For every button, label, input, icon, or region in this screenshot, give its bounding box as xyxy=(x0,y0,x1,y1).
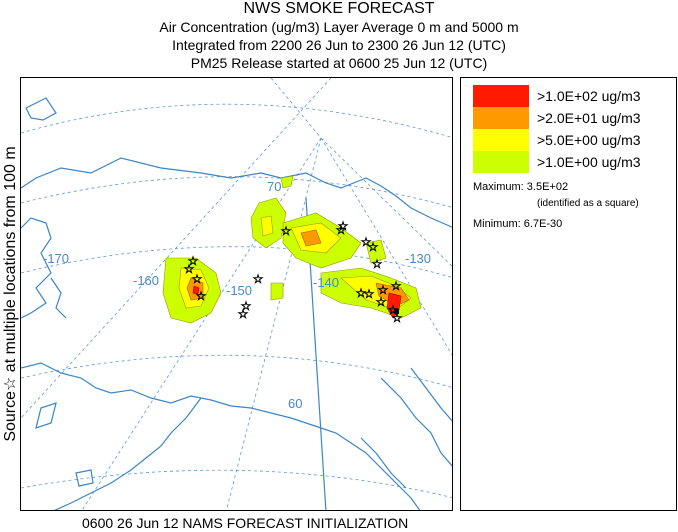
legend-label-orange: >2.0E+01 ug/m3 xyxy=(537,110,641,126)
legend-swatch-orange xyxy=(473,107,529,129)
map-canvas: ☆ ☆ ☆ ☆ ☆ ☆ ☆ ☆ ☆ ☆ ☆ ☆ ☆ ☆ ☆ ☆ ☆ ☆ ☆ ☆ … xyxy=(21,78,452,510)
legend-swatch-lime xyxy=(473,151,529,173)
legend-label-lime: >1.0E+00 ug/m3 xyxy=(537,154,641,170)
lon-label-130: -130 xyxy=(405,251,431,266)
graticule-latitudes xyxy=(21,103,452,498)
svg-text:☆: ☆ xyxy=(192,272,203,286)
source-markers: ☆ ☆ ☆ ☆ ☆ ☆ ☆ ☆ ☆ ☆ ☆ ☆ ☆ ☆ ☆ ☆ ☆ ☆ ☆ ☆ xyxy=(183,219,403,326)
svg-text:☆: ☆ xyxy=(188,254,199,268)
legend-maximum-note: (identified as a square) xyxy=(537,198,639,209)
svg-text:☆: ☆ xyxy=(196,289,207,303)
forecast-initialization-footer: 0600 26 Jun 12 NAMS FORECAST INITIALIZAT… xyxy=(82,515,409,531)
svg-text:☆: ☆ xyxy=(184,262,195,276)
lon-label-140: -140 xyxy=(313,275,339,290)
concentration-subtitle: Air Concentration (ug/m3) Layer Average … xyxy=(159,19,519,35)
legend-swatch-red xyxy=(473,85,529,107)
svg-text:☆: ☆ xyxy=(361,235,372,249)
legend-item-red: >1.0E+02 ug/m3 xyxy=(473,85,673,107)
svg-text:☆: ☆ xyxy=(391,279,402,293)
smoke-map[interactable]: ☆ ☆ ☆ ☆ ☆ ☆ ☆ ☆ ☆ ☆ ☆ ☆ ☆ ☆ ☆ ☆ ☆ ☆ ☆ ☆ … xyxy=(20,77,453,511)
legend-item-orange: >2.0E+01 ug/m3 xyxy=(473,107,673,129)
lat-label-60: 60 xyxy=(288,396,302,411)
lon-label-150: -150 xyxy=(226,283,252,298)
source-side-label-text: Source☆ at multiple locations from 100 m xyxy=(2,146,19,442)
svg-text:☆: ☆ xyxy=(338,219,349,233)
svg-text:☆: ☆ xyxy=(281,224,292,238)
legend-minimum: Minimum: 6.7E-30 xyxy=(473,218,563,230)
legend-label-red: >1.0E+02 ug/m3 xyxy=(537,88,641,104)
svg-text:☆: ☆ xyxy=(356,286,367,300)
legend-maximum: Maximum: 3.5E+02 xyxy=(473,181,569,193)
svg-text:☆: ☆ xyxy=(376,295,387,309)
svg-text:☆: ☆ xyxy=(388,303,399,317)
svg-text:☆: ☆ xyxy=(364,287,375,301)
smoke-concentration-areas xyxy=(162,175,422,324)
svg-text:☆: ☆ xyxy=(253,272,264,286)
svg-text:☆: ☆ xyxy=(336,223,347,237)
source-side-label: Source☆ at multiple locations from 100 m xyxy=(0,77,20,511)
legend-item-lime: >1.0E+00 ug/m3 xyxy=(473,151,673,173)
lat-label-70: 70 xyxy=(267,179,281,194)
legend-item-yellow: >5.0E+00 ug/m3 xyxy=(473,129,673,151)
lon-label-170: -170 xyxy=(43,251,69,266)
svg-text:☆: ☆ xyxy=(378,283,389,297)
svg-text:☆: ☆ xyxy=(241,299,252,313)
legend-swatch-yellow xyxy=(473,129,529,151)
svg-text:☆: ☆ xyxy=(368,240,379,254)
forecast-title: NWS SMOKE FORECAST xyxy=(243,0,435,17)
legend-label-yellow: >5.0E+00 ug/m3 xyxy=(537,132,641,148)
legend-panel: >1.0E+02 ug/m3 >2.0E+01 ug/m3 >5.0E+00 u… xyxy=(460,77,677,511)
svg-text:☆: ☆ xyxy=(372,257,383,271)
maximum-square-marker xyxy=(394,309,399,314)
integration-period: Integrated from 2200 26 Jun to 2300 26 J… xyxy=(172,37,506,53)
lon-label-160: -160 xyxy=(133,273,159,288)
release-start: PM25 Release started at 0600 25 Jun 12 (… xyxy=(190,55,488,71)
svg-text:☆: ☆ xyxy=(392,311,403,325)
svg-text:☆: ☆ xyxy=(238,307,249,321)
graticule-meridians xyxy=(21,78,452,510)
